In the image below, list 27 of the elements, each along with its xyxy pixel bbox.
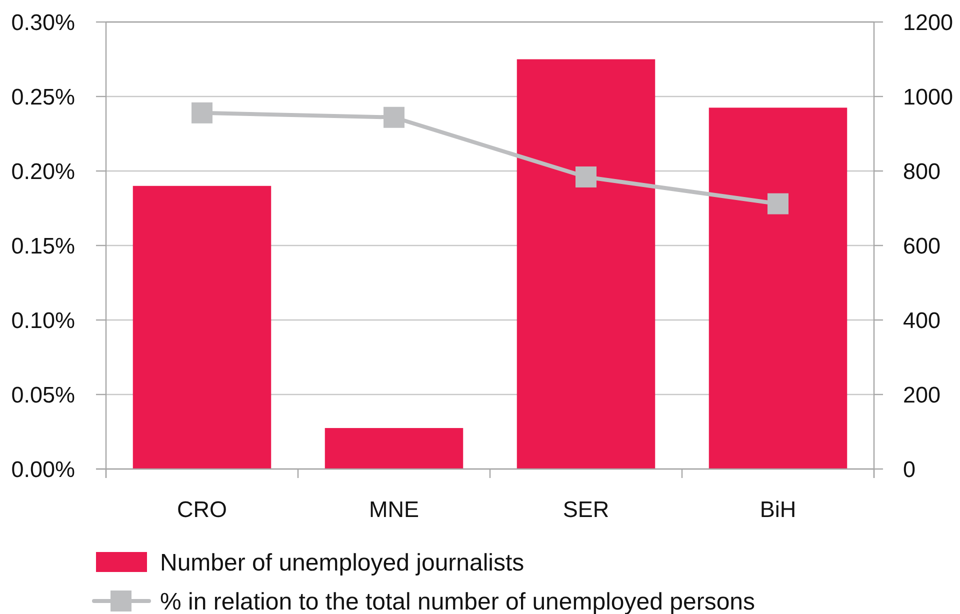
point [576, 166, 596, 188]
y-tick-label: 0.05% [11, 382, 75, 408]
x-tick-label: BiH [760, 497, 796, 522]
bar [708, 108, 848, 469]
x-tick-label: MNE [369, 497, 419, 522]
bar [324, 428, 464, 469]
y-tick-label: 0.10% [11, 308, 75, 334]
point [768, 193, 788, 214]
bar [516, 59, 656, 469]
legend-label: Number of unemployed journalists [160, 550, 524, 577]
x-tick-label: SER [562, 497, 610, 522]
y2-tick-label: 0 [903, 457, 916, 482]
y2-tick-label: 1200 [903, 10, 954, 36]
y-tick-label: 0.30% [11, 10, 75, 36]
y-tick-label: 0.15% [11, 234, 75, 259]
point [192, 102, 212, 124]
y2-tick-label: 800 [903, 159, 941, 184]
y-tick-label: 0.00% [11, 457, 75, 482]
x-tick-label: CRO [177, 497, 227, 522]
y2-tick-label: 200 [903, 382, 941, 408]
y2-tick-label: 600 [903, 234, 941, 259]
point [384, 106, 404, 128]
bar [132, 186, 272, 469]
y-tick-label: 0.25% [11, 84, 75, 110]
y2-tick-label: 1000 [903, 84, 954, 110]
y-tick-label: 0.20% [11, 159, 75, 184]
y2-tick-label: 400 [903, 308, 941, 334]
